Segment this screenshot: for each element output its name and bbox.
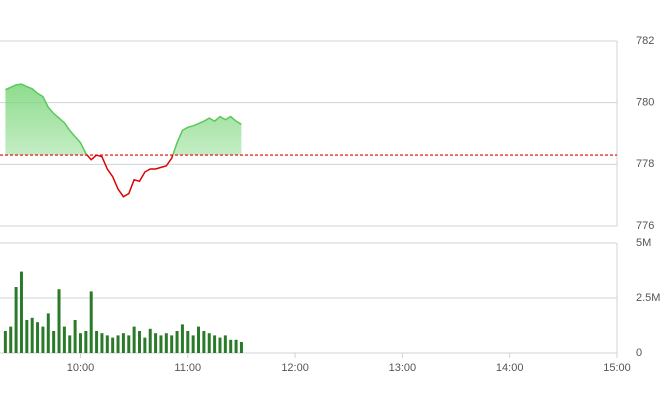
volume-bar	[180, 324, 184, 353]
x-tick-label: 10:00	[67, 362, 95, 374]
y-tick-label: 0	[636, 347, 642, 359]
volume-bar	[132, 326, 136, 353]
y-tick-label: 782	[636, 35, 654, 47]
volume-bar	[207, 333, 211, 353]
volume-bar	[148, 328, 152, 353]
volume-bar	[95, 331, 99, 353]
volume-bar	[202, 331, 206, 353]
volume-bar	[175, 331, 179, 353]
volume-bar	[218, 337, 222, 353]
volume-bar	[89, 291, 93, 353]
volume-bar	[84, 331, 88, 353]
volume-bar	[197, 326, 201, 353]
volume-bar	[3, 331, 7, 353]
x-tick-label: 15:00	[603, 362, 631, 374]
price-line-up	[5, 83, 242, 156]
volume-bar	[116, 335, 120, 353]
volume-bar	[137, 331, 141, 353]
x-tick-label: 14:00	[496, 362, 524, 374]
volume-bar	[105, 335, 109, 353]
volume-bar	[191, 335, 195, 353]
volume-bar	[186, 331, 190, 353]
y-tick-label: 780	[636, 97, 654, 109]
volume-bar	[229, 339, 233, 353]
volume-bar	[154, 333, 158, 353]
volume-bar	[25, 320, 29, 353]
price-area	[5, 84, 242, 156]
y-tick-label: 778	[636, 158, 654, 170]
volume-bar	[73, 320, 77, 353]
volume-bar	[213, 335, 217, 353]
volume-bar	[52, 331, 56, 353]
volume-bar	[62, 326, 66, 353]
volume-bar	[78, 333, 82, 353]
volume-bar	[111, 337, 115, 353]
x-tick-label: 12:00	[281, 362, 309, 374]
volume-bar	[19, 271, 23, 353]
volume-bar	[121, 333, 125, 353]
volume-bar	[239, 342, 243, 353]
volume-bar	[14, 287, 18, 353]
volume-bar	[234, 339, 238, 353]
volume-bar	[9, 326, 13, 353]
volume-bar	[100, 333, 104, 353]
volume-bar	[57, 289, 61, 353]
y-tick-label: 5M	[636, 237, 651, 249]
volume-bar	[223, 335, 227, 353]
volume-bar	[164, 333, 168, 353]
volume-bar	[143, 337, 147, 353]
volume-bar	[30, 317, 34, 353]
volume-bar	[68, 335, 72, 353]
volume-bar	[127, 335, 131, 353]
y-tick-label: 2.5M	[636, 292, 660, 304]
x-tick-label: 11:00	[174, 362, 201, 374]
volume-bar	[41, 326, 45, 353]
x-tick-label: 13:00	[389, 362, 417, 374]
price-line-down	[86, 155, 174, 198]
y-tick-label: 776	[636, 220, 654, 232]
volume-bar	[36, 322, 40, 353]
volume-bar	[170, 335, 174, 353]
volume-bar	[46, 313, 50, 353]
volume-bar	[159, 335, 163, 353]
